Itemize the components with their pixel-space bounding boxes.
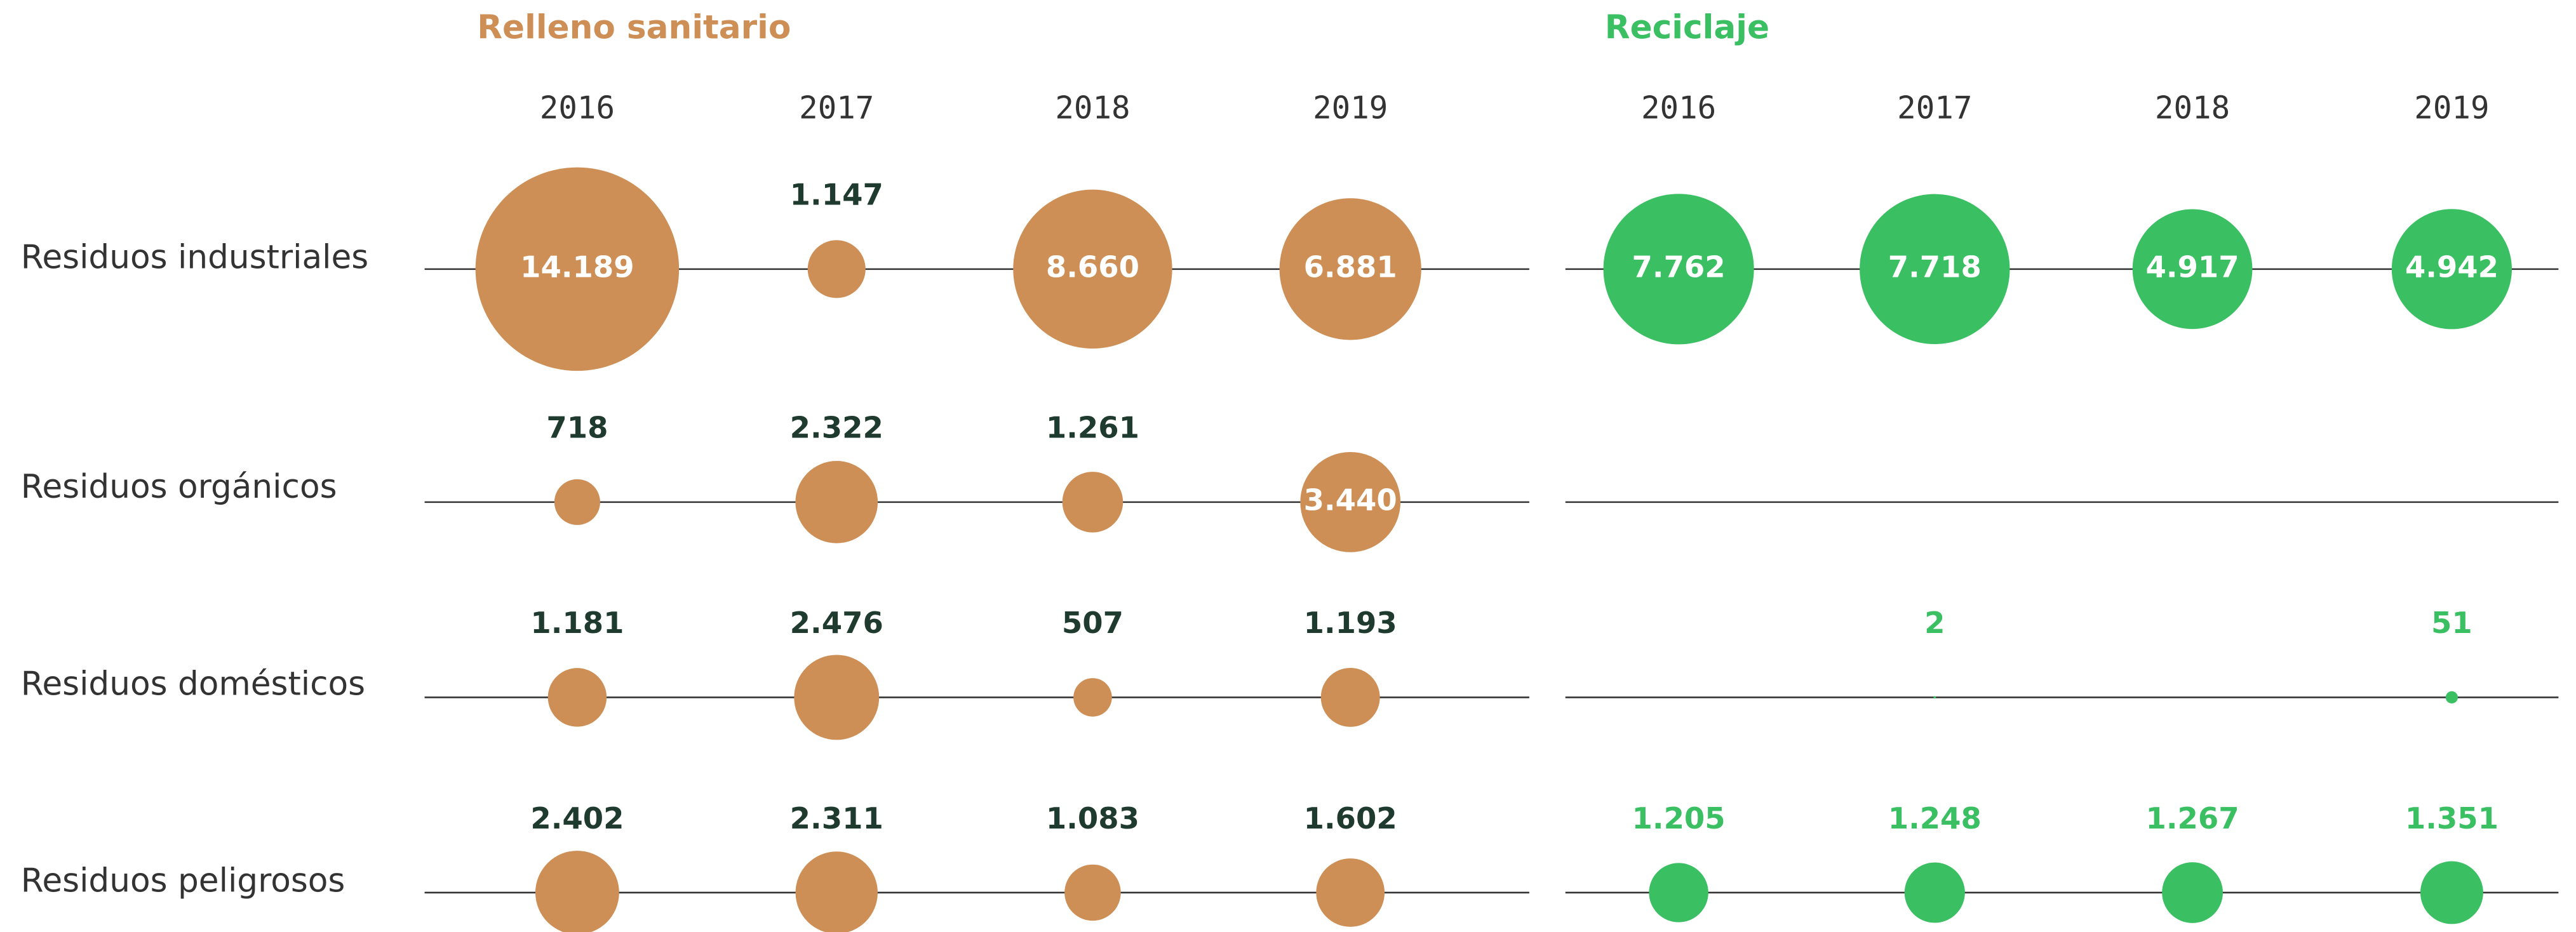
value-label: 1.181 [530,606,624,640]
year-label: 2018 [1055,90,1130,126]
value-label: 2.311 [790,801,883,835]
bubble [2162,862,2223,923]
bubble [1013,189,1172,349]
value-label: 6.881 [1304,250,1397,284]
panel-title: Reciclaje [1605,9,1769,47]
value-label: 7.762 [1632,250,1726,284]
value-label: 2.322 [790,411,883,445]
row-label: Residuos industriales [21,238,369,276]
year-label: 2019 [1313,90,1388,126]
value-label: 14.189 [520,250,634,284]
bubble [794,655,880,740]
bubble [535,851,619,932]
value-label: 4.942 [2405,250,2499,284]
bubble [1062,472,1124,533]
value-label: 1.205 [1632,801,1726,835]
value-label: 507 [1062,606,1124,640]
bubble [2445,691,2459,704]
bubble [1649,863,1708,922]
panel-title: Relleno sanitario [477,9,791,47]
bubble [1933,696,1936,699]
value-label: 1.248 [1888,801,1982,835]
bubble [475,167,680,371]
value-label: 1.602 [1304,801,1397,835]
bubble [807,240,866,298]
bubble [1064,864,1121,921]
bubble [1316,858,1385,927]
value-label: 7.718 [1888,250,1982,284]
row-label: Residuos peligrosos [21,862,345,900]
value-label: 1.083 [1046,801,1139,835]
year-label: 2017 [799,90,874,126]
bubble [2391,209,2512,330]
bubble [1603,194,1754,345]
bubble [547,668,607,727]
year-label: 2016 [540,90,615,126]
bubble [1300,451,1401,552]
bubble [2132,209,2253,330]
value-label: 4.917 [2145,250,2239,284]
bubble [1279,198,1421,340]
value-label: 1.267 [2145,801,2239,835]
value-label: 1.261 [1046,411,1139,445]
value-label: 51 [2431,606,2472,640]
value-label: 3.440 [1304,483,1397,517]
bubble [1860,194,2010,345]
bubble [2420,861,2483,924]
value-label: 8.660 [1046,250,1139,284]
bubble [795,461,878,543]
value-label: 1.193 [1304,606,1397,640]
value-label: 718 [546,411,608,445]
year-label: 2016 [1641,90,1716,126]
year-label: 2017 [1897,90,1972,126]
value-label: 2 [1924,606,1945,640]
value-label: 1.351 [2405,801,2499,835]
year-label: 2019 [2414,90,2489,126]
row-label: Residuos orgánicos [21,468,337,506]
bubble [554,479,600,525]
bubble [795,851,878,932]
bubble [1904,862,1965,923]
value-label: 1.147 [790,178,883,212]
value-label: 2.402 [530,801,624,835]
row-label: Residuos domésticos [21,665,365,703]
bubble [1320,667,1380,727]
bubble [1073,678,1112,717]
value-label: 2.476 [790,606,883,640]
year-label: 2018 [2155,90,2230,126]
